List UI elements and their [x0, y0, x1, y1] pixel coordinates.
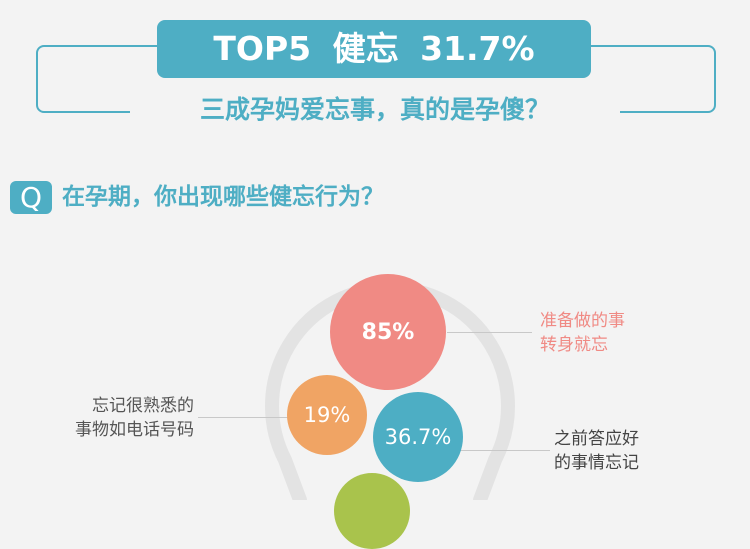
- bubble-value: 85%: [361, 319, 415, 345]
- question-text: 在孕期，你出现哪些健忘行为？: [62, 184, 384, 210]
- subtitle: 三成孕妈爱忘事，真的是孕傻？: [130, 90, 620, 130]
- question-icon: Q: [10, 181, 52, 214]
- connector-line: [460, 450, 550, 451]
- top5-banner: TOP5 健忘 31.7%: [157, 20, 591, 78]
- connector-line: [447, 332, 532, 333]
- label-line: 的事情忘记: [554, 453, 639, 473]
- label-85: 准备做的事 转身就忘: [540, 309, 625, 357]
- label-line: 准备做的事: [540, 311, 625, 331]
- bubble-value: 36.7%: [384, 425, 452, 449]
- bubble-85: 85%: [330, 274, 446, 390]
- bubble-value: 19%: [303, 403, 351, 427]
- label-19: 忘记很熟悉的 事物如电话号码: [50, 394, 194, 442]
- label-line: 事物如电话号码: [75, 420, 194, 440]
- label-line: 转身就忘: [540, 335, 608, 355]
- bubble-green: [334, 473, 410, 549]
- connector-line: [198, 417, 288, 418]
- label-line: 忘记很熟悉的: [92, 396, 194, 416]
- bubble-36-7: 36.7%: [373, 392, 463, 482]
- label-line: 之前答应好: [554, 429, 639, 449]
- label-36-7: 之前答应好 的事情忘记: [554, 427, 639, 475]
- bubble-19: 19%: [287, 375, 367, 455]
